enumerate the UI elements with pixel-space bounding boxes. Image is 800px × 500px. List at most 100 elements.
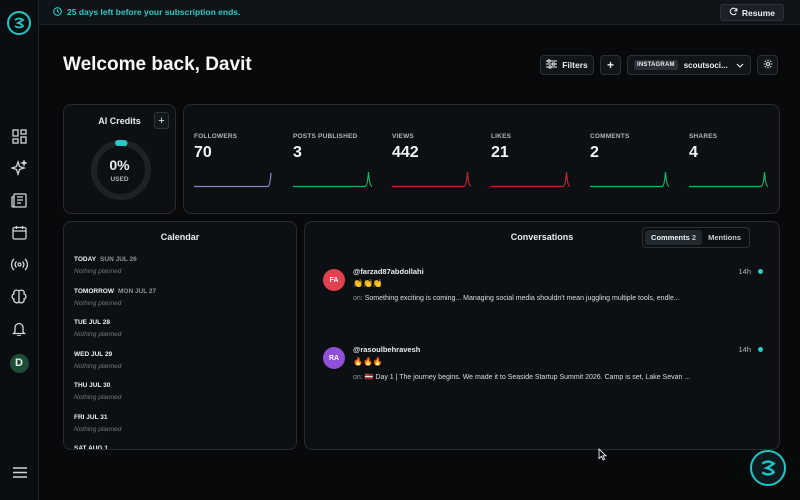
stat-label: POSTS PUBLISHED (293, 133, 358, 140)
conversation-item[interactable]: FA @farzad87abdollahi 👏👏👏 on: Something exci… (323, 264, 765, 334)
stat-followers: FOLLOWERS 70 (194, 133, 274, 162)
sparkline (392, 171, 472, 188)
calendar-day-date: SUN JUL 26 (100, 256, 137, 263)
calendar-day: THU JUL 30 Nothing planned (74, 382, 286, 414)
calendar-day: FRI JUL 31 Nothing planned (74, 414, 286, 446)
stat-value: 4 (689, 144, 698, 161)
conversation-post: on: 🇱🇻 Day 1 | The journey begins. We mad… (353, 373, 690, 381)
conversation-user: @rasoulbehravesh (353, 345, 421, 354)
unread-dot-icon (758, 347, 763, 352)
stat-value: 442 (392, 144, 419, 161)
calendar-day: SAT AUG 1 (74, 445, 286, 449)
conversation-item[interactable]: RA @rasoulbehravesh 🔥🔥🔥 on: 🇱🇻 Day 1 | The j… (323, 342, 765, 412)
calendar-empty-text: Nothing planned (74, 394, 122, 401)
stat-posts-published: POSTS PUBLISHED 3 (293, 133, 373, 162)
calendar-title: Calendar (160, 232, 200, 242)
sparkline (194, 172, 272, 188)
calendar-empty-text: Nothing planned (74, 268, 122, 275)
sparkline-path (689, 171, 769, 188)
stat-value: 2 (590, 144, 599, 161)
calendar-day-name: TOMORROW (74, 287, 114, 295)
post-preview: Something exciting is coming... Managing… (364, 295, 680, 302)
calendar-day-date: MON JUL 27 (117, 287, 157, 295)
add-button[interactable]: + (600, 55, 621, 75)
calendar-empty-text: Nothing planned (74, 425, 122, 433)
calendar-day-name: THU JUL 30 (74, 382, 111, 389)
credits-title: AI Credits (98, 116, 141, 126)
stat-likes: LIKES 21 (491, 133, 571, 162)
user-avatar-button[interactable]: D (0, 344, 39, 376)
credits-ring (91, 139, 151, 200)
conversation-user: @farzad87abdollahi (353, 267, 424, 276)
avatar: FA (323, 269, 345, 291)
calendar-icon[interactable] (0, 216, 39, 248)
calendar-day-heading: TUE JUL 28 (74, 319, 286, 326)
stat-value: 21 (491, 144, 509, 161)
tab-comments-count: 2 (691, 233, 697, 242)
sparkles-icon[interactable] (0, 152, 39, 184)
avatar: D (9, 353, 29, 373)
calendar-empty-text: Nothing planned (74, 362, 122, 370)
resume-label: Resume (741, 7, 775, 18)
stat-shares: SHARES 4 (689, 133, 769, 162)
stat-value: 70 (194, 144, 212, 161)
stat-label: VIEWS (392, 133, 414, 140)
calendar-day-name: TUE JUL 28 (74, 319, 111, 326)
bell-icon[interactable] (0, 312, 39, 344)
tab-comments[interactable]: Comments 2 (645, 230, 703, 245)
filters-button[interactable]: Filters (540, 55, 594, 75)
calendar-day-heading: WED JUL 29 (74, 351, 286, 358)
calendar-day-heading: THU JUL 30 (74, 382, 286, 389)
calendar-empty-text: Nothing planned (74, 331, 122, 338)
filters-label: Filters (562, 60, 588, 70)
calendar-day-name: FRI JUL 31 (74, 413, 108, 421)
chevron-down-icon (736, 60, 744, 70)
refresh-icon (729, 7, 738, 18)
sparkline-path (491, 171, 571, 188)
sparkline (293, 171, 373, 188)
calendar-day: TODAY SUN JUL 26 Nothing planned (74, 256, 286, 288)
conversation-post: on: Something exciting is coming... Manag… (353, 295, 680, 302)
broadcast-icon[interactable] (0, 248, 39, 280)
app-logo-icon (761, 460, 776, 476)
stat-views: VIEWS 442 (392, 133, 472, 162)
sidebar: D (0, 0, 39, 500)
account-name: scoutsoci... (683, 60, 728, 70)
add-credits-button[interactable]: + (154, 112, 169, 129)
calendar-card: Calendar TODAY SUN JUL 26 Nothing planned T… (63, 221, 297, 450)
sparkline (689, 171, 769, 188)
account-select[interactable]: INSTAGRAM scoutsoci... (627, 55, 751, 75)
dashboard-icon[interactable] (0, 120, 39, 152)
conversation-message: 👏👏👏 (353, 279, 383, 288)
brain-icon[interactable] (0, 280, 39, 312)
conversations-title: Conversations (510, 232, 574, 242)
calendar-empty-text: Nothing planned (74, 299, 122, 307)
post-prefix-label: on: (353, 295, 363, 302)
conversations-card: Conversations Comments 2 Mentions FA @far… (304, 221, 780, 450)
stat-label: LIKES (491, 133, 512, 140)
resume-button[interactable]: Resume (719, 4, 784, 21)
calendar-day-name: WED JUL 29 (74, 350, 113, 358)
stat-value: 3 (293, 144, 302, 161)
menu-icon[interactable] (0, 467, 39, 478)
conversation-time: 14h (738, 345, 751, 354)
avatar: RA (323, 347, 345, 369)
calendar-day: WED JUL 29 Nothing planned (74, 351, 286, 383)
tab-mentions[interactable]: Mentions (702, 230, 747, 245)
sparkline-path (194, 172, 272, 188)
app-logo[interactable] (7, 11, 31, 35)
settings-button[interactable] (757, 55, 778, 75)
header-toolbar: Filters + INSTAGRAM scoutsoci... (540, 55, 778, 75)
stat-label: FOLLOWERS (194, 133, 238, 140)
subscription-banner: 25 days left before your subscription en… (39, 0, 800, 25)
calendar-list: TODAY SUN JUL 26 Nothing planned TOMORROW MO… (74, 256, 286, 449)
stat-label: COMMENTS (590, 133, 630, 140)
gear-icon (763, 59, 773, 71)
tab-mentions-label: Mentions (708, 233, 741, 242)
sparkline (491, 171, 571, 188)
tab-comments-label: Comments (651, 233, 690, 242)
help-chat-button[interactable] (750, 450, 786, 486)
newspaper-icon[interactable] (0, 184, 39, 216)
conversation-message: 🔥🔥🔥 (353, 357, 383, 366)
clock-icon (53, 3, 62, 21)
